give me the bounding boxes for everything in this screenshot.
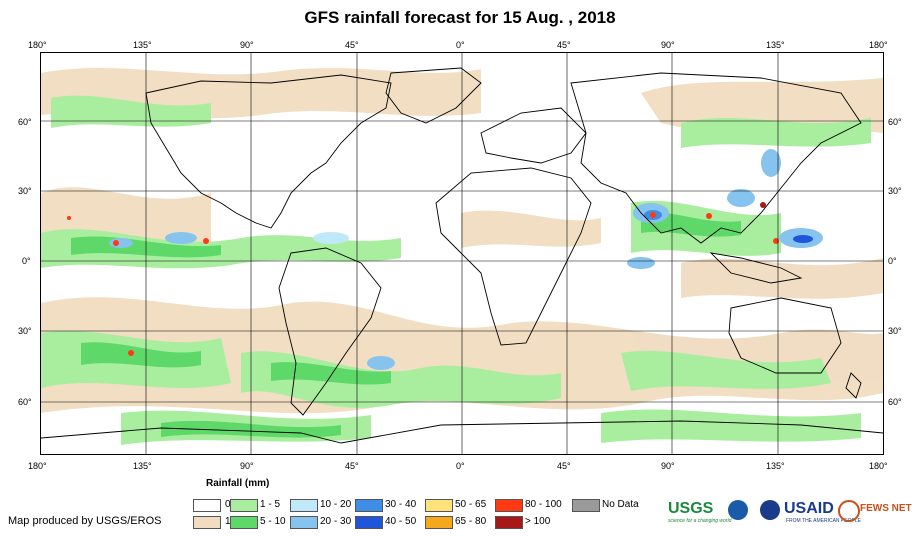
legend-swatch [193, 516, 221, 529]
lon-tick: 180° [869, 40, 888, 50]
lon-tick: 90° [661, 40, 675, 50]
legend-swatch [425, 499, 453, 512]
lon-tick: 90° [661, 461, 675, 471]
usaid-tagline: FROM THE AMERICAN PEOPLE [786, 518, 861, 524]
usaid-logo: USAID [784, 500, 834, 518]
legend-swatch [230, 499, 258, 512]
lon-tick: 135° [133, 461, 152, 471]
legend-label: 0 [225, 499, 231, 510]
legend-swatch [193, 499, 221, 512]
lon-tick: 180° [869, 461, 888, 471]
lon-tick: 45° [345, 40, 359, 50]
lat-tick: 60° [888, 117, 902, 127]
lon-tick: 180° [28, 40, 47, 50]
lon-tick: 0° [456, 40, 465, 50]
legend-swatch [495, 499, 523, 512]
legend-swatch [355, 499, 383, 512]
lon-tick: 135° [766, 40, 785, 50]
legend-label: 80 - 100 [525, 499, 562, 510]
usgs-logo: USGS [668, 500, 713, 518]
lon-tick: 45° [557, 40, 571, 50]
land-outlines [41, 67, 883, 444]
lat-tick: 0° [888, 256, 897, 266]
lat-tick: 30° [888, 186, 902, 196]
legend-swatch [425, 516, 453, 529]
legend-label: 40 - 50 [385, 516, 417, 527]
legend-label: 30 - 40 [385, 499, 417, 510]
legend-swatch [355, 516, 383, 529]
graticule [41, 53, 883, 454]
lon-tick: 90° [240, 461, 254, 471]
map-title: GFS rainfall forecast for 15 Aug. , 2018 [304, 8, 616, 27]
map-canvas [41, 53, 883, 454]
legend-label: 10 - 20 [320, 499, 352, 510]
lat-tick: 30° [18, 326, 32, 336]
legend-label: No Data [602, 499, 639, 510]
lat-tick: 60° [888, 397, 902, 407]
lat-tick: 30° [18, 186, 32, 196]
legend-label: 20 - 30 [320, 516, 352, 527]
fewsnet-logo: FEWS NET [860, 503, 912, 514]
lat-tick: 30° [888, 326, 902, 336]
lon-tick: 135° [766, 461, 785, 471]
lon-tick: 135° [133, 40, 152, 50]
credit-text: Map produced by USGS/EROS [8, 515, 162, 527]
rain-heavy-layer [67, 149, 823, 370]
lon-tick: 0° [456, 461, 465, 471]
usgs-tagline: science for a changing world [668, 518, 732, 524]
rainfall-map[interactable] [40, 52, 884, 455]
lon-tick: 180° [28, 461, 47, 471]
fewsnet-emblem-icon [838, 500, 860, 522]
legend-label: 1 [225, 516, 231, 527]
usgs-logo-wordmark: USGS [668, 500, 714, 517]
lon-tick: 90° [240, 40, 254, 50]
usaid-logo-wordmark: USAID [784, 500, 834, 517]
legend-label: > 100 [525, 516, 551, 527]
legend-swatch [495, 516, 523, 529]
legend-title: Rainfall (mm) [206, 478, 270, 489]
usaid-seal-icon [760, 500, 780, 520]
legend-label: 1 - 5 [260, 499, 281, 510]
noaa-logo-icon [728, 500, 748, 520]
legend-swatch [290, 499, 318, 512]
lat-tick: 60° [18, 397, 32, 407]
legend-swatch [572, 499, 600, 512]
lat-tick: 0° [22, 256, 31, 266]
legend-swatch [290, 516, 318, 529]
legend-label: 50 - 65 [455, 499, 487, 510]
lon-tick: 45° [345, 461, 359, 471]
legend-label: 5 - 10 [260, 516, 286, 527]
legend-swatch [230, 516, 258, 529]
lat-tick: 60° [18, 117, 32, 127]
lon-tick: 45° [557, 461, 571, 471]
legend-label: 65 - 80 [455, 516, 487, 527]
